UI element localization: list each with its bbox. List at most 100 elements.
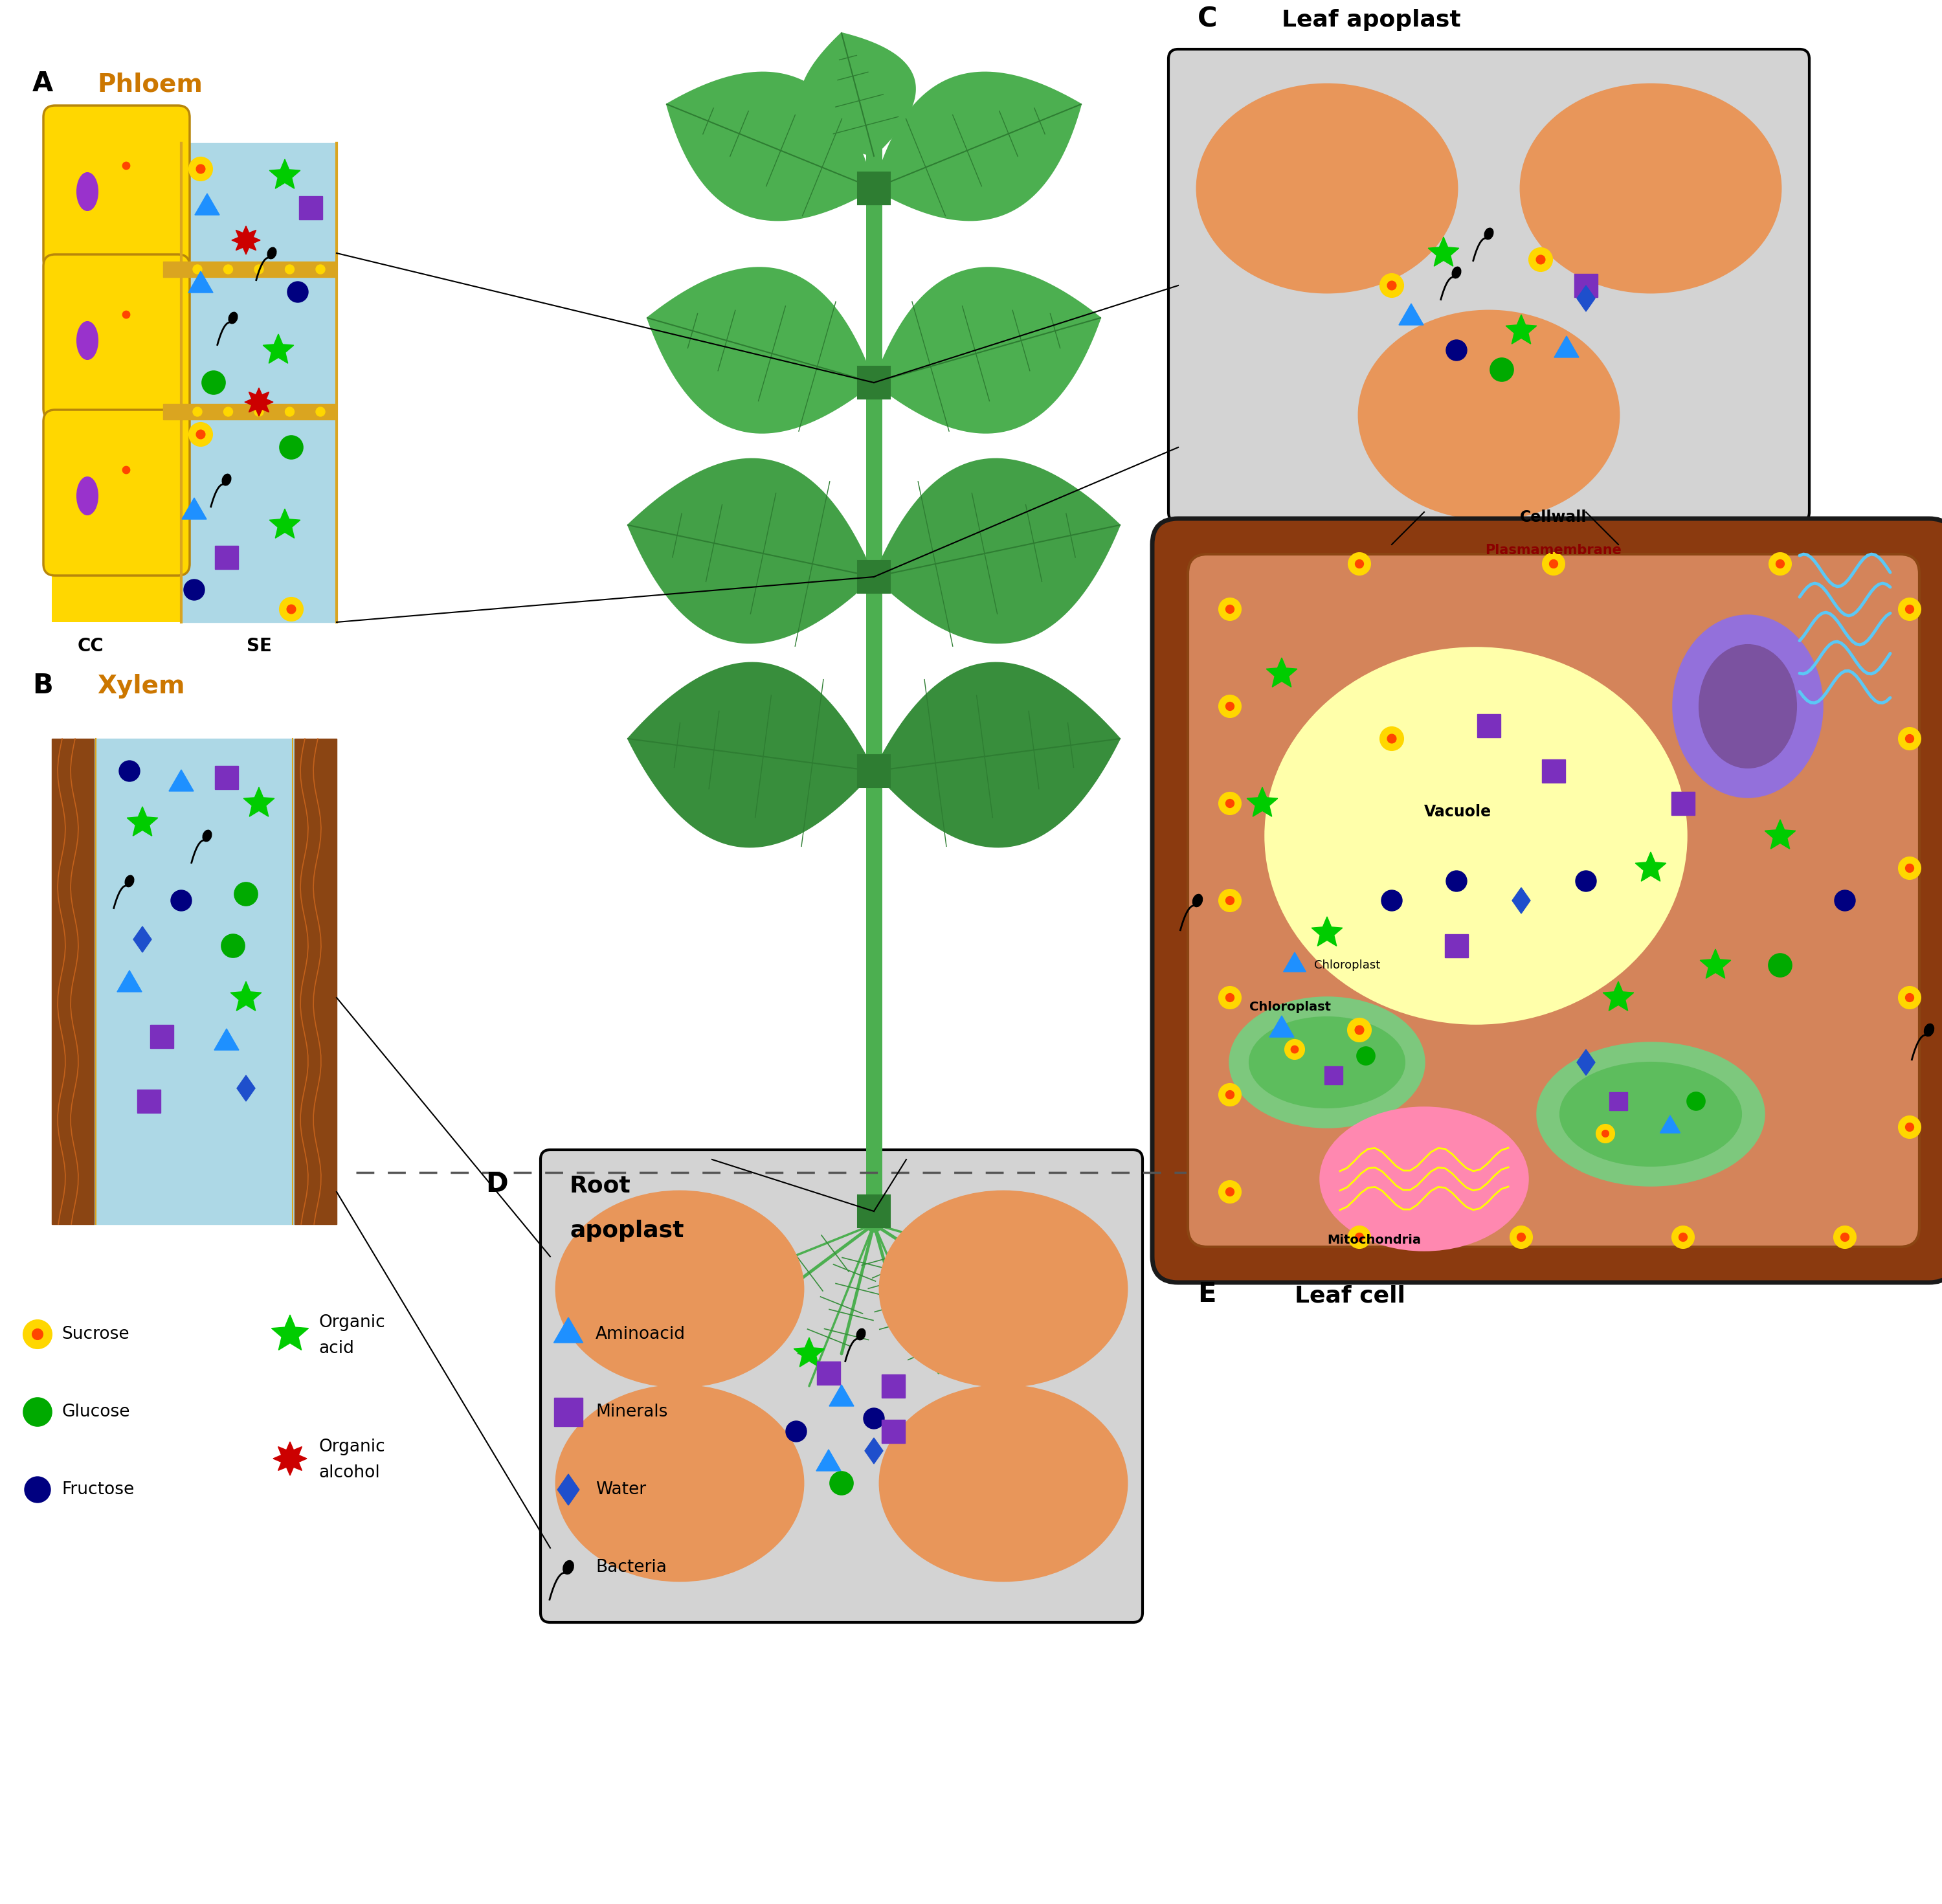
Text: Glucose: Glucose [62, 1403, 130, 1420]
Polygon shape [1270, 1015, 1293, 1038]
Circle shape [1769, 552, 1791, 575]
Ellipse shape [880, 1192, 1126, 1386]
Polygon shape [553, 1318, 583, 1342]
Circle shape [1220, 1083, 1241, 1106]
Polygon shape [794, 1337, 825, 1367]
Bar [163, 261, 183, 278]
Ellipse shape [268, 248, 276, 259]
Bar [858, 171, 889, 204]
Ellipse shape [1321, 1108, 1528, 1251]
Bar [150, 1024, 173, 1047]
Ellipse shape [1229, 998, 1423, 1127]
Circle shape [1220, 792, 1241, 815]
Polygon shape [134, 927, 151, 952]
Polygon shape [1554, 335, 1579, 358]
Circle shape [192, 265, 202, 274]
FancyBboxPatch shape [43, 105, 190, 270]
Polygon shape [214, 1028, 239, 1051]
Polygon shape [1577, 286, 1594, 312]
Circle shape [23, 1398, 52, 1426]
Text: Aminoacid: Aminoacid [596, 1325, 686, 1342]
Circle shape [1225, 703, 1233, 710]
Polygon shape [1699, 948, 1730, 979]
Circle shape [1905, 994, 1913, 1002]
Circle shape [1490, 358, 1513, 381]
Text: Leaf cell: Leaf cell [1295, 1285, 1406, 1306]
Circle shape [285, 407, 295, 417]
Bar [553, 1398, 583, 1426]
Circle shape [1899, 1116, 1921, 1139]
Circle shape [787, 1420, 806, 1441]
Circle shape [1596, 1125, 1614, 1142]
Text: apoplast: apoplast [569, 1220, 684, 1241]
Circle shape [122, 310, 130, 318]
Circle shape [1833, 1226, 1857, 1249]
Polygon shape [1765, 819, 1796, 849]
Ellipse shape [1249, 1017, 1404, 1108]
Circle shape [1835, 891, 1855, 910]
Circle shape [254, 265, 264, 274]
Circle shape [1899, 727, 1921, 750]
Circle shape [1447, 341, 1466, 360]
Polygon shape [274, 1441, 307, 1476]
Bar [216, 765, 239, 788]
Circle shape [1672, 1226, 1693, 1249]
Circle shape [1387, 735, 1396, 743]
Text: acid: acid [318, 1340, 353, 1358]
Polygon shape [194, 194, 219, 215]
Ellipse shape [1266, 647, 1686, 1024]
Ellipse shape [1925, 1024, 1934, 1036]
Ellipse shape [1484, 228, 1493, 240]
Polygon shape [270, 508, 301, 539]
Polygon shape [1427, 236, 1458, 267]
Bar [181, 261, 336, 278]
Polygon shape [864, 1438, 884, 1464]
Circle shape [117, 461, 136, 480]
Polygon shape [1602, 981, 1633, 1011]
Text: Chloroplast: Chloroplast [1249, 1002, 1330, 1013]
Circle shape [184, 579, 204, 600]
Polygon shape [1660, 1116, 1680, 1133]
Text: Phloem: Phloem [97, 72, 202, 97]
Circle shape [1225, 1188, 1233, 1196]
Ellipse shape [1453, 267, 1460, 278]
Circle shape [1905, 605, 1913, 613]
Polygon shape [117, 971, 142, 992]
Polygon shape [627, 663, 874, 847]
Text: Vacuole: Vacuole [1423, 803, 1491, 819]
Circle shape [1356, 560, 1363, 567]
Text: Sucrose: Sucrose [62, 1325, 130, 1342]
Ellipse shape [880, 1386, 1126, 1580]
Bar [163, 404, 183, 419]
Circle shape [1357, 1047, 1375, 1064]
Polygon shape [231, 227, 260, 255]
Polygon shape [1266, 657, 1297, 687]
Circle shape [1220, 889, 1241, 912]
Bar [1324, 1066, 1342, 1085]
Circle shape [23, 1319, 52, 1348]
Ellipse shape [1538, 1043, 1763, 1186]
Circle shape [1381, 891, 1402, 910]
Polygon shape [1398, 303, 1423, 326]
Circle shape [1511, 1226, 1532, 1249]
Circle shape [1286, 1040, 1305, 1059]
Polygon shape [270, 160, 301, 188]
Text: Water: Water [596, 1481, 647, 1498]
FancyBboxPatch shape [1152, 518, 1942, 1283]
Text: D: D [486, 1171, 509, 1198]
Polygon shape [816, 1449, 841, 1472]
Circle shape [1220, 695, 1241, 718]
Circle shape [317, 265, 324, 274]
Circle shape [1348, 552, 1371, 575]
Ellipse shape [1559, 1062, 1742, 1165]
Circle shape [223, 265, 233, 274]
Ellipse shape [78, 322, 97, 360]
Polygon shape [231, 981, 262, 1011]
Circle shape [1602, 1131, 1608, 1137]
Circle shape [1841, 1234, 1849, 1241]
Bar [858, 1196, 889, 1228]
Text: C: C [1198, 6, 1218, 32]
Text: Plasmamembrane: Plasmamembrane [1486, 545, 1622, 556]
Bar [882, 1375, 905, 1398]
Text: CC: CC [78, 638, 103, 655]
